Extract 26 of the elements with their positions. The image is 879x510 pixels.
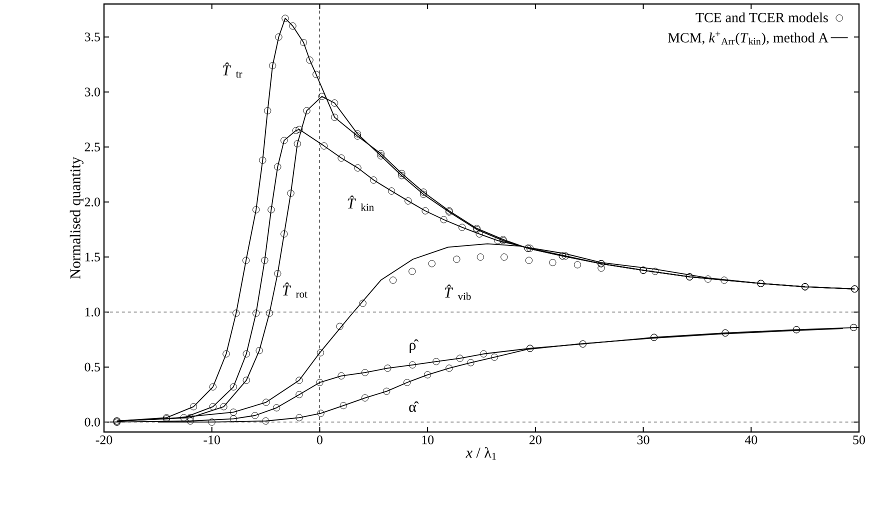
y-tick-label: 0.5 (84, 362, 100, 372)
annotation: T̂$_{tr}$ (222, 62, 242, 78)
annotation: T̂$_{kin}$ (348, 196, 374, 211)
x-tick-label: 30 (637, 436, 650, 444)
y-tick-label: 3.5 (84, 32, 100, 42)
y-tick-label: 3.0 (84, 88, 100, 96)
x-tick-label: 50 (853, 436, 865, 444)
annotation: ρ̂ (410, 339, 419, 353)
x-tick-label: 0 (316, 436, 322, 444)
y-tick-label: 1.5 (85, 252, 100, 262)
annotation: T̂$_{vib}$ (444, 284, 471, 300)
y-axis-title: Normalised quantity (70, 156, 84, 279)
x-tick-label: 20 (530, 436, 542, 444)
y-tick-label: 0.0 (84, 418, 100, 426)
annotation: T̂$_{rot}$ (282, 282, 308, 298)
annotation: α̂ (409, 401, 419, 412)
x-tick-label: 10 (422, 436, 434, 444)
y-tick-label: 2.5 (84, 142, 100, 152)
y-tick-label: 1.0 (85, 308, 100, 316)
x-tick-label: -10 (204, 436, 220, 444)
x-tick-label: -20 (96, 436, 112, 444)
y-tick-label: 2.0 (84, 198, 100, 206)
x-tick-label: 40 (744, 436, 758, 444)
legend-label: MCM, k$^{+}$$_{Arr}$(T$_{kin}$), method A (668, 32, 828, 46)
legend-label: TCE and TCER models (696, 12, 828, 22)
x-axis-title: x / λ$_{1}$ (466, 447, 496, 460)
